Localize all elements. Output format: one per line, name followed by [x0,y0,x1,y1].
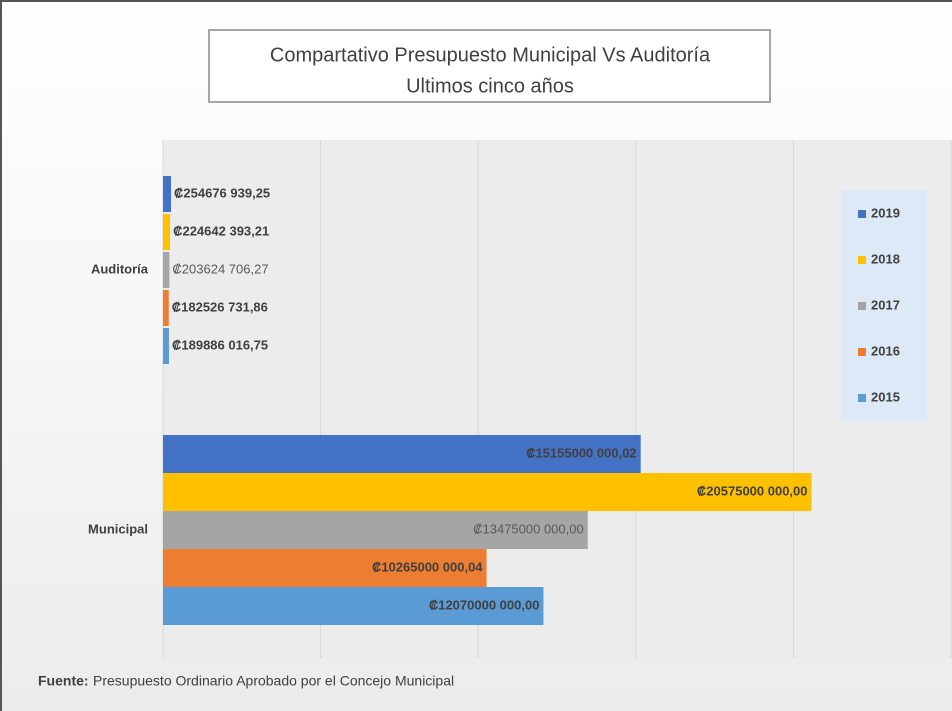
source-label: Fuente: [38,673,89,689]
bar [163,435,641,473]
bar [163,252,170,288]
data-label: ₡15155000 000,02 [526,445,637,460]
y-tick-label: Auditoría [91,261,149,276]
bar [163,549,487,587]
bar [163,473,812,511]
bar [163,328,169,364]
data-label: ₡224642 393,21 [173,223,269,238]
chart-title: Compartativo Presupuesto Municipal Vs Au… [270,44,711,66]
legend-label: 2015 [871,389,900,404]
bar [163,176,172,212]
chart-subtitle: Ultimos cinco años [406,75,574,97]
data-label: ₡189886 016,75 [172,337,268,352]
legend-swatch [858,210,866,218]
y-tick-label: Municipal [88,521,148,536]
data-label: ₡12070000 000,00 [429,597,540,612]
source-text: Presupuesto Ordinario Aprobado por el Co… [93,673,454,689]
data-label: ₡10265000 000,04 [372,559,483,574]
legend-label: 2016 [871,343,900,358]
legend-label: 2017 [871,297,900,312]
data-label: ₡13475000 000,00 [473,521,584,536]
data-label: ₡203624 706,27 [172,261,268,276]
bar [163,214,171,250]
title-box [208,29,771,103]
bar [163,511,588,549]
data-label: ₡182526 731,86 [172,299,268,314]
bar [163,290,169,326]
legend-swatch [858,348,866,356]
data-label: ₡254676 939,25 [174,185,270,200]
legend-label: 2019 [871,205,900,220]
legend-box [841,190,927,421]
legend-swatch [858,256,866,264]
data-label: ₡20575000 000,00 [697,483,808,498]
legend-label: 2018 [871,251,900,266]
bar [163,587,544,625]
legend-swatch [858,302,866,310]
legend-swatch [858,394,866,402]
